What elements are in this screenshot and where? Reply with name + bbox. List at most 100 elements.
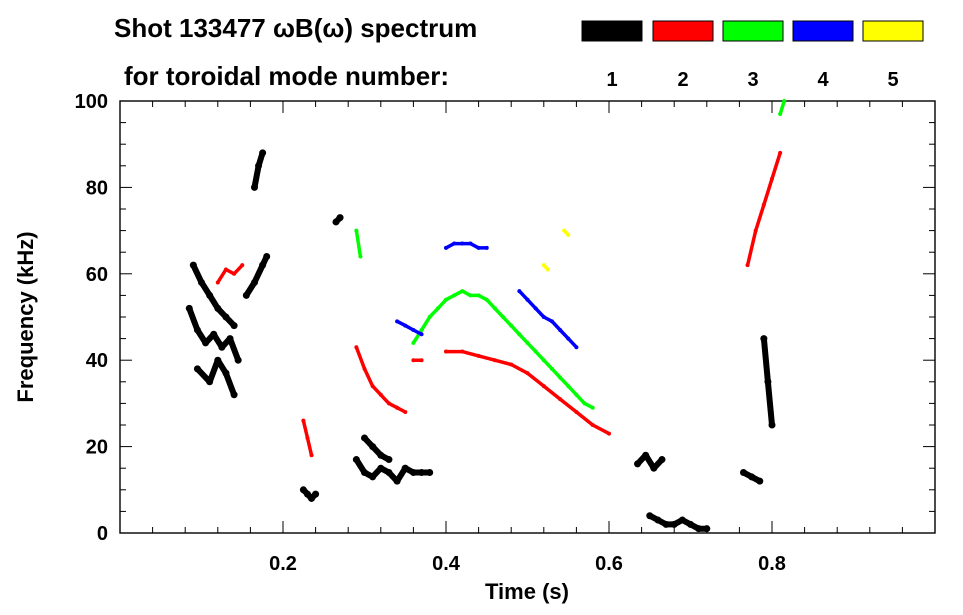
data-point bbox=[222, 369, 230, 377]
data-point bbox=[214, 304, 222, 312]
data-point bbox=[582, 401, 587, 406]
data-point bbox=[362, 366, 367, 371]
data-point bbox=[566, 384, 571, 389]
x-tick-label: 0.8 bbox=[758, 553, 786, 575]
data-point bbox=[509, 323, 514, 328]
data-point bbox=[525, 297, 530, 302]
data-point bbox=[590, 405, 595, 410]
data-point bbox=[250, 278, 258, 286]
data-point bbox=[193, 365, 201, 373]
data-point bbox=[386, 401, 391, 406]
legend-label-4: 4 bbox=[817, 69, 829, 91]
data-point bbox=[444, 297, 448, 302]
mode-track bbox=[251, 149, 266, 191]
data-point bbox=[533, 349, 538, 354]
data-point bbox=[354, 345, 359, 350]
data-point bbox=[756, 477, 764, 485]
data-point bbox=[748, 473, 756, 481]
data-point bbox=[687, 520, 694, 528]
data-point bbox=[492, 358, 497, 363]
data-point bbox=[654, 516, 662, 524]
mode-track bbox=[444, 241, 489, 250]
data-point bbox=[562, 228, 567, 233]
data-point bbox=[385, 456, 393, 464]
data-point bbox=[301, 418, 306, 423]
data-point bbox=[468, 293, 473, 298]
data-point bbox=[401, 464, 409, 472]
data-point bbox=[460, 349, 465, 354]
data-point bbox=[234, 356, 242, 364]
y-tick-label: 100 bbox=[75, 91, 108, 113]
data-point bbox=[403, 323, 408, 328]
data-point bbox=[770, 176, 774, 181]
data-point bbox=[378, 392, 383, 397]
data-point bbox=[240, 263, 245, 268]
legend: 1 2 3 4 5 bbox=[581, 20, 924, 91]
data-point bbox=[778, 150, 783, 155]
legend-swatch-3 bbox=[722, 20, 784, 42]
legend-label-5: 5 bbox=[887, 69, 898, 91]
data-point bbox=[703, 525, 711, 533]
data-point bbox=[215, 280, 220, 285]
spectrum-marks bbox=[185, 99, 787, 533]
data-point bbox=[336, 214, 344, 222]
mode-track bbox=[354, 228, 363, 259]
data-point bbox=[670, 520, 678, 528]
mode-track bbox=[778, 99, 786, 116]
y-tick-label: 60 bbox=[86, 264, 108, 286]
data-point bbox=[662, 520, 670, 528]
y-tick-label: 40 bbox=[86, 350, 108, 372]
data-point bbox=[541, 315, 546, 319]
chart-title-line1: Shot 133477 ωB(ω) spectrum bbox=[114, 13, 477, 43]
data-point bbox=[753, 228, 758, 233]
data-point bbox=[409, 469, 417, 477]
data-point bbox=[650, 464, 658, 472]
mode-track bbox=[411, 289, 595, 410]
data-point bbox=[782, 99, 787, 103]
data-point bbox=[370, 384, 375, 389]
data-point bbox=[590, 423, 595, 427]
data-point bbox=[541, 384, 546, 389]
legend-swatch-4 bbox=[792, 20, 854, 42]
data-point bbox=[395, 319, 400, 324]
data-point bbox=[250, 183, 258, 191]
x-tick-label: 0.2 bbox=[269, 553, 297, 575]
data-point bbox=[745, 263, 750, 268]
mode-track bbox=[402, 465, 433, 476]
y-tick-label: 0 bbox=[97, 523, 108, 545]
data-point bbox=[193, 326, 201, 334]
y-axis-label: Frequency (kHz) bbox=[13, 231, 38, 402]
data-point bbox=[358, 254, 363, 259]
data-point bbox=[385, 469, 393, 477]
data-point bbox=[541, 358, 546, 363]
data-point bbox=[492, 306, 497, 311]
data-point bbox=[484, 245, 489, 250]
data-point bbox=[411, 358, 416, 363]
legend-label-2: 2 bbox=[677, 69, 688, 91]
data-point bbox=[305, 435, 310, 440]
data-point bbox=[760, 335, 768, 343]
data-point bbox=[484, 297, 489, 302]
data-point bbox=[419, 358, 424, 363]
legend-label-1: 1 bbox=[606, 69, 617, 91]
data-point bbox=[411, 327, 416, 332]
data-point bbox=[419, 332, 424, 337]
data-point bbox=[369, 443, 377, 451]
data-point bbox=[230, 391, 238, 399]
data-point bbox=[189, 261, 197, 269]
data-point bbox=[739, 469, 747, 477]
data-point bbox=[517, 332, 522, 337]
data-point bbox=[460, 289, 465, 294]
legend-swatch-2 bbox=[652, 20, 714, 42]
data-point bbox=[549, 319, 554, 324]
data-point bbox=[444, 349, 448, 354]
x-axis-label: Time (s) bbox=[485, 579, 569, 604]
data-point bbox=[476, 353, 481, 358]
data-point bbox=[427, 315, 432, 319]
mode-track bbox=[634, 452, 665, 472]
data-point bbox=[361, 434, 368, 442]
data-point bbox=[566, 232, 571, 237]
data-point bbox=[185, 304, 193, 312]
mode-track bbox=[444, 349, 611, 436]
x-tick-label: 0.6 bbox=[595, 553, 623, 575]
